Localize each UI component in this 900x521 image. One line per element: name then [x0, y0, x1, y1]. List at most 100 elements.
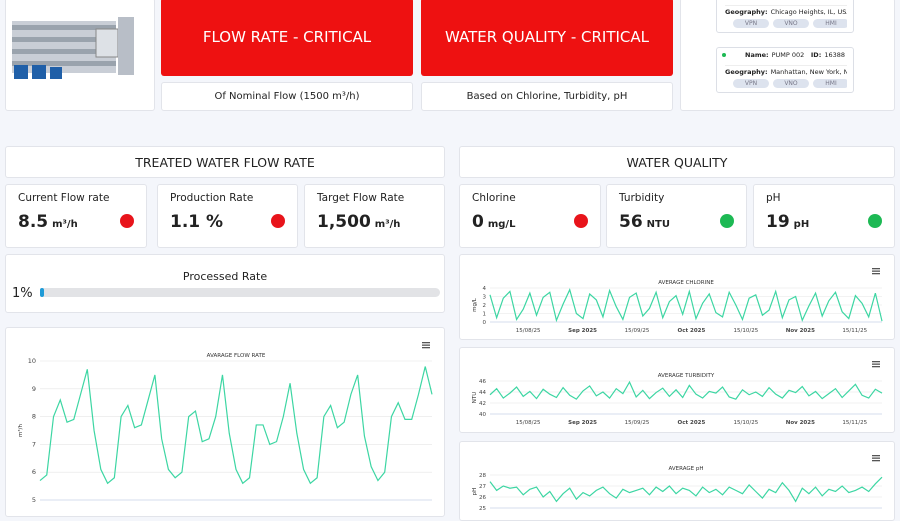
pump-entry: Name:Pump 001ID:16387Geography:Chicago H…: [716, 0, 854, 33]
x-tick-label: 15/09/25: [625, 420, 650, 426]
kpi-label: Production Rate: [170, 192, 254, 204]
section-title: WATER QUALITY: [626, 154, 728, 170]
x-tick-label: 15/08/25: [516, 328, 541, 334]
alert-title: WATER QUALITY - CRITICAL: [444, 28, 650, 46]
pump-button[interactable]: HMI: [813, 79, 847, 88]
kpi-value: 19: [766, 212, 790, 232]
chart-menu[interactable]: [422, 342, 430, 349]
y-tick-label: 5: [32, 496, 36, 504]
processed-value: 1%: [12, 286, 33, 301]
x-tick-label: 15/10/25: [734, 328, 759, 334]
chart-menu[interactable]: [872, 361, 880, 368]
x-tick-label: 15/11/25: [842, 328, 867, 334]
kpi-value: 56: [619, 212, 643, 232]
chart-menu[interactable]: [872, 268, 880, 275]
kpi-card: Chlorine 0 mg/L: [459, 184, 601, 248]
y-tick-label: 44: [479, 390, 486, 396]
page: Water Treatment Dashboard { "alerts": [ …: [5, 0, 895, 521]
id-label: ID:: [810, 51, 822, 59]
pump-buttons: VPN VNO HMI: [733, 79, 847, 88]
kpi-unit: pH: [793, 219, 810, 230]
x-tick-label: Nov 2025: [786, 328, 815, 334]
chart-title: AVERAGE CHLORINE: [658, 280, 714, 286]
section-title: TREATED WATER FLOW RATE: [135, 154, 315, 170]
chart-title: AVERAGE pH: [668, 466, 703, 472]
y-tick-label: 4: [483, 286, 487, 292]
status-dot: [120, 214, 134, 228]
id-value: 16388: [824, 51, 845, 59]
y-tick-label: 46: [479, 379, 486, 385]
chart-title: AVERAGE TURBIDITY: [658, 373, 715, 379]
pump-button[interactable]: VNO: [773, 79, 809, 88]
y-tick-label: 42: [479, 401, 486, 407]
x-tick-label: Sep 2025: [568, 328, 597, 334]
x-tick-label: Oct 2025: [678, 328, 706, 334]
kpi-card: Turbidity 56 NTU: [606, 184, 747, 248]
y-tick-label: 8: [32, 413, 36, 421]
pump-card: Name:Pump 001ID:16387Geography:Chicago H…: [680, 0, 895, 111]
y-tick-label: 0: [483, 320, 487, 326]
y-axis-label: m³/h: [17, 424, 24, 437]
image-card: [5, 0, 155, 111]
alert-subtitle: Based on Chlorine, Turbidity, pH: [466, 91, 628, 102]
y-axis-label: NTU: [472, 392, 478, 404]
kpi-card: Current Flow rate 8.5 m³/h: [5, 184, 147, 248]
kpi-unit: NTU: [646, 219, 670, 230]
x-tick-label: Sep 2025: [568, 420, 597, 426]
status-dot: [720, 214, 734, 228]
kpi-label: Chlorine: [472, 192, 516, 204]
status-dot: [271, 214, 285, 228]
y-tick-label: 10: [28, 357, 36, 365]
kpi-value-row: 19 pH: [766, 212, 809, 232]
chart-menu[interactable]: [872, 455, 880, 462]
kpi-value: 0: [472, 212, 484, 232]
section-header: TREATED WATER FLOW RATE: [5, 146, 445, 178]
alert-card: WATER QUALITY - CRITICAL: [421, 0, 673, 76]
pump-button[interactable]: VNO: [773, 19, 809, 28]
x-tick-label: Oct 2025: [678, 420, 706, 426]
chart-title: AVARAGE FLOW RATE: [207, 353, 266, 359]
series-line: [489, 287, 883, 323]
y-axis-label: mg/L: [472, 297, 478, 312]
alert-subtitle-card: Based on Chlorine, Turbidity, pH: [421, 82, 673, 111]
status-dot: [868, 214, 882, 228]
y-tick-label: 7: [32, 440, 36, 448]
x-tick-label: 15/10/25: [734, 420, 759, 426]
chart-card: [5, 327, 445, 517]
kpi-label: pH: [766, 192, 781, 204]
kpi-value-row: 0 mg/L: [472, 212, 515, 232]
chart-card: [459, 347, 895, 433]
pump-button[interactable]: VPN: [733, 19, 769, 28]
progress-track: [40, 288, 440, 297]
geo-value: Manhattan, New York, NY, ...: [770, 68, 847, 76]
kpi-unit: mg/L: [487, 219, 516, 230]
y-tick-label: 26: [479, 495, 486, 501]
kpi-card: Production Rate 1.1 %: [157, 184, 298, 248]
geo-label: Geography:: [725, 8, 768, 16]
geo-label: Geography:: [725, 68, 768, 76]
kpi-unit: m³/h: [374, 219, 401, 230]
y-tick-label: 40: [479, 412, 486, 418]
equipment-image: [12, 17, 134, 79]
pump-button[interactable]: HMI: [813, 19, 847, 28]
series-line: [489, 476, 883, 503]
kpi-value-row: 1.1 %: [170, 212, 223, 232]
kpi-card: Target Flow Rate 1,500 m³/h: [304, 184, 445, 248]
name-value: PUMP 002: [771, 51, 805, 59]
y-tick-label: 25: [479, 506, 486, 510]
series-line: [39, 366, 433, 485]
kpi-label: Target Flow Rate: [317, 192, 405, 204]
alert-subtitle-card: Of Nominal Flow (1500 m³/h): [161, 82, 413, 111]
kpi-unit: m³/h: [52, 219, 78, 230]
pump-button[interactable]: VPN: [733, 79, 769, 88]
y-tick-label: 9: [32, 385, 36, 393]
alert-subtitle: Of Nominal Flow (1500 m³/h): [214, 91, 360, 102]
pump-name-row: Name: PUMP 002 ID: 16388: [725, 51, 847, 59]
y-tick-label: 27: [479, 484, 486, 490]
y-tick-label: 6: [32, 468, 36, 476]
y-tick-label: 1: [483, 312, 487, 318]
alert-card: FLOW RATE - CRITICAL: [161, 0, 413, 76]
section-header: WATER QUALITY: [459, 146, 895, 178]
alert-title: FLOW RATE - CRITICAL: [202, 28, 372, 46]
